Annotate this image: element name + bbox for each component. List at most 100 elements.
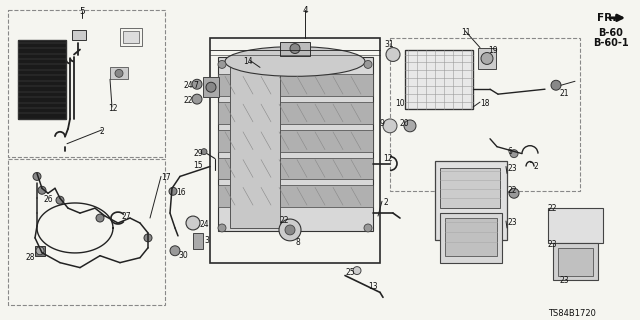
Bar (8, 10, 165, 156)
Text: 16: 16 (176, 188, 186, 197)
Bar (18, 40, 66, 119)
Bar (18, 40, 66, 119)
Text: 13: 13 (368, 283, 378, 292)
Bar (405, 50, 473, 109)
Bar (120, 28, 142, 45)
Circle shape (279, 219, 301, 241)
Text: 22: 22 (548, 204, 557, 213)
Text: 12: 12 (108, 104, 118, 113)
Text: B-60-1: B-60-1 (593, 38, 628, 48)
Text: 26: 26 (44, 195, 54, 204)
Bar (478, 48, 496, 69)
Text: 2: 2 (383, 198, 388, 207)
Ellipse shape (225, 47, 365, 76)
Bar (210, 38, 380, 263)
Text: 20: 20 (400, 119, 410, 128)
Circle shape (509, 188, 519, 198)
Bar (35, 246, 45, 256)
Bar (218, 102, 373, 124)
Circle shape (510, 150, 518, 157)
Text: 18: 18 (480, 99, 490, 108)
Circle shape (364, 224, 372, 232)
Text: 23: 23 (507, 164, 516, 172)
Bar (230, 64, 280, 228)
Circle shape (36, 247, 44, 255)
Text: 22: 22 (280, 216, 289, 225)
Circle shape (186, 216, 200, 230)
Bar (203, 77, 219, 97)
Circle shape (33, 172, 41, 180)
Circle shape (170, 246, 180, 256)
Text: 3: 3 (204, 236, 209, 245)
Text: 2: 2 (100, 127, 105, 136)
Bar (193, 233, 203, 249)
Circle shape (192, 79, 202, 89)
Circle shape (386, 48, 400, 61)
Text: 8: 8 (296, 238, 301, 247)
Text: 28: 28 (26, 253, 35, 262)
Bar (558, 248, 593, 276)
Bar (110, 68, 128, 79)
Circle shape (56, 196, 64, 204)
Circle shape (96, 214, 104, 222)
Text: 9: 9 (380, 119, 385, 128)
Text: 29: 29 (193, 149, 203, 158)
Text: 2: 2 (533, 162, 538, 171)
Bar (218, 130, 373, 152)
Circle shape (383, 119, 397, 133)
Text: 19: 19 (488, 45, 498, 55)
Bar (218, 58, 373, 231)
Text: 4: 4 (302, 6, 308, 15)
Circle shape (353, 267, 361, 275)
Circle shape (115, 69, 123, 77)
Text: 10: 10 (395, 99, 404, 108)
Bar (390, 38, 580, 191)
Text: 25: 25 (345, 268, 355, 276)
Circle shape (404, 120, 416, 132)
Circle shape (192, 94, 202, 104)
Text: 12: 12 (383, 154, 392, 163)
Text: 15: 15 (193, 161, 203, 170)
Bar (553, 243, 598, 281)
Bar (72, 30, 86, 40)
Circle shape (551, 80, 561, 90)
Circle shape (38, 186, 46, 194)
Text: 21: 21 (560, 89, 570, 98)
Bar (440, 169, 500, 208)
Text: 14: 14 (243, 58, 253, 67)
Text: 7: 7 (193, 81, 198, 90)
Bar (218, 185, 373, 207)
Circle shape (144, 234, 152, 242)
Bar (123, 31, 139, 43)
Text: 27: 27 (122, 212, 132, 221)
Text: FR.: FR. (597, 13, 616, 23)
Bar (405, 50, 473, 109)
Text: 23: 23 (560, 276, 570, 284)
Bar (435, 161, 507, 240)
Text: 5: 5 (79, 7, 85, 16)
Text: 23: 23 (548, 240, 557, 249)
Bar (218, 74, 373, 96)
Circle shape (206, 82, 216, 92)
Text: TS84B1720: TS84B1720 (548, 309, 596, 318)
Text: 31: 31 (384, 40, 394, 49)
Text: 17: 17 (161, 173, 171, 182)
Bar (548, 208, 603, 243)
Bar (280, 42, 310, 55)
Text: 23: 23 (507, 218, 516, 227)
Bar (218, 157, 373, 180)
Bar (8, 159, 165, 305)
Bar (440, 213, 502, 263)
Circle shape (481, 52, 493, 64)
Bar (445, 218, 497, 256)
Text: 11: 11 (461, 28, 470, 37)
Text: 22: 22 (183, 96, 193, 105)
Circle shape (285, 225, 295, 235)
Text: 24: 24 (183, 81, 193, 90)
Circle shape (290, 44, 300, 53)
Text: 24: 24 (200, 220, 210, 229)
Text: 22: 22 (507, 186, 516, 195)
Circle shape (218, 224, 226, 232)
Circle shape (169, 187, 177, 195)
Text: B-60: B-60 (598, 28, 623, 38)
